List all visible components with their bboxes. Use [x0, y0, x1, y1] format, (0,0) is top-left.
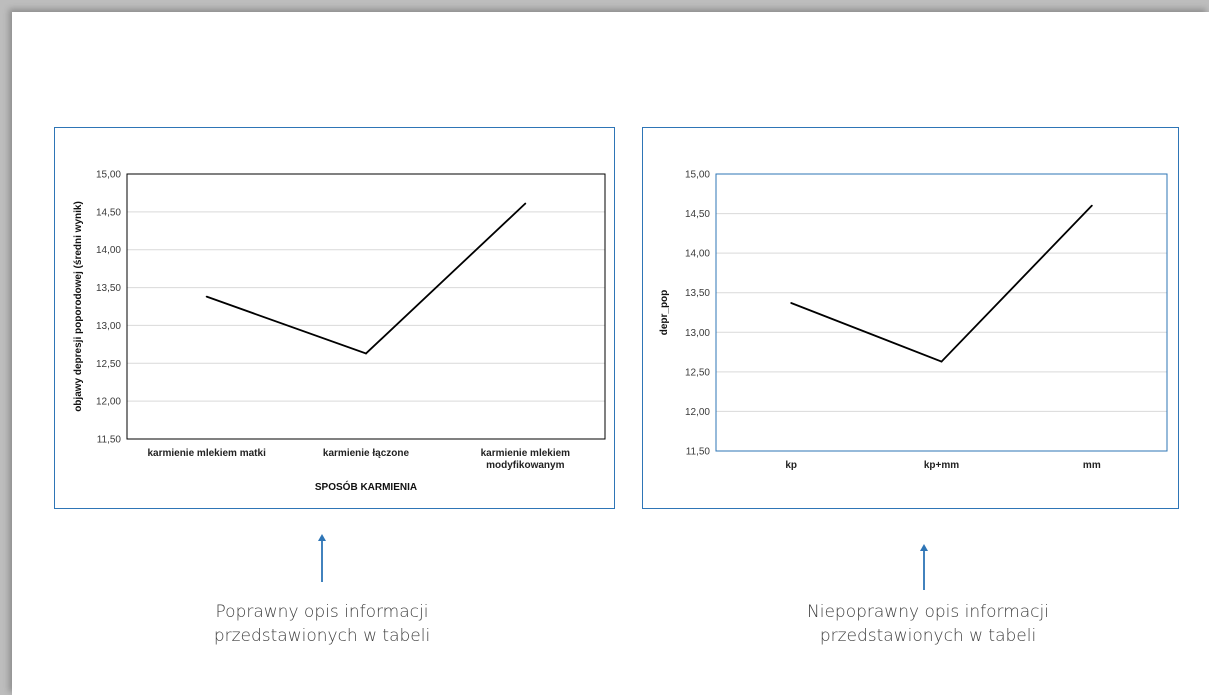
x-tick-label: kp [785, 460, 797, 471]
y-tick-label: 14,00 [96, 245, 121, 256]
x-tick-label: karmienie mlekiem matki [147, 448, 266, 459]
y-axis-label: objawy depresji poporodowej (średni wyni… [73, 201, 84, 412]
y-tick-label: 15,00 [96, 170, 121, 181]
chart-correct-svg: 15,00 14,50 14,00 13,50 13,00 12,50 12,00 11,50… [73, 170, 606, 493]
y-tick-label: 13,50 [685, 288, 710, 299]
slide: 15,00 14,50 14,00 13,50 13,00 12,50 12,00 11,50… [12, 12, 1209, 695]
x-tick-label: karmienie mlekiem modyfikowanym [481, 448, 571, 471]
caption-correct: Poprawny opis informacji przedstawionych… [213, 602, 431, 646]
y-tick-label: 14,50 [685, 209, 710, 220]
plot-area-frame [126, 173, 606, 440]
series-line [790, 205, 1093, 363]
data-point [790, 302, 793, 304]
data-point [940, 360, 943, 363]
y-tick-label: 11,50 [686, 447, 711, 458]
y-tick-label: 12,50 [685, 367, 710, 378]
y-tick-label: 12,50 [96, 359, 121, 370]
data-point [524, 202, 527, 205]
x-tick-label: kp+mm [924, 460, 959, 471]
y-tick-label: 13,00 [96, 321, 121, 332]
chart-correct: 15,00 14,50 14,00 13,50 13,00 12,50 12,00 11,50… [54, 127, 615, 509]
data-point [1090, 204, 1093, 207]
y-tick-label: 14,50 [96, 207, 121, 218]
y-tick-label: 11,50 [97, 435, 122, 446]
x-tick-label: mm [1083, 460, 1101, 471]
x-tick-label: karmienie łączone [323, 448, 410, 459]
y-tick-label: 13,00 [685, 328, 710, 339]
arrow-up-icon-right [920, 544, 928, 590]
y-tick-label: 13,50 [96, 283, 121, 294]
y-tick-label: 15,00 [685, 170, 710, 181]
x-axis-label: SPOSÓB KARMIENIA [315, 480, 417, 493]
y-tick-label: 14,00 [685, 249, 710, 260]
data-point [205, 295, 208, 298]
plot-area-frame [715, 173, 1168, 452]
arrow-up-icon-left [318, 534, 326, 582]
y-tick-label: 12,00 [96, 397, 121, 408]
y-tick-label: 12,00 [685, 407, 710, 418]
series-line [206, 202, 526, 355]
data-point [365, 352, 367, 355]
chart-incorrect: 15,00 14,50 14,00 13,50 13,00 12,50 12,00 11,50… [642, 127, 1179, 509]
caption-incorrect: Niepoprawny opis informacji przedstawion… [807, 602, 1049, 646]
chart-incorrect-svg: 15,00 14,50 14,00 13,50 13,00 12,50 12,00 11,50… [659, 170, 1168, 471]
y-axis-label: depr_pop [659, 290, 670, 336]
